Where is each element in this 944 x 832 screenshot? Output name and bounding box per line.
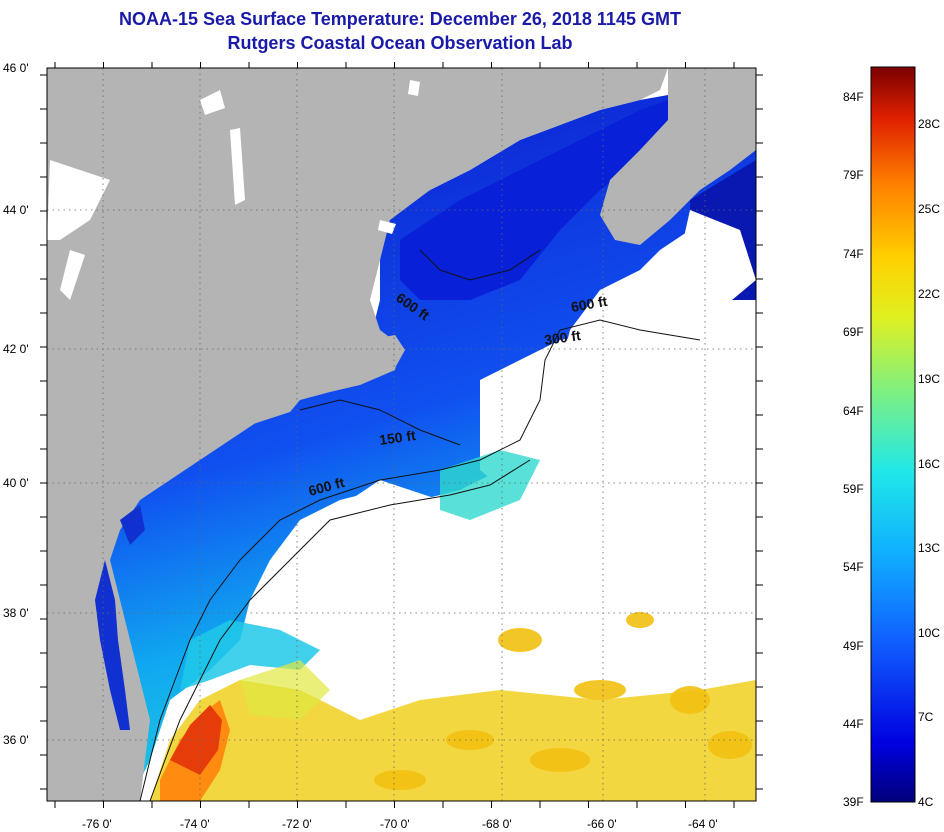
colorbar-c-label: 28C	[918, 117, 940, 131]
cloud-patch-2	[320, 480, 470, 620]
lat-label: 36 0'	[3, 733, 29, 747]
gulf-stream-green	[240, 660, 330, 720]
map-frame	[46, 67, 757, 802]
colorbar-f-label: 44F	[843, 717, 864, 731]
colorbar-f-label: 54F	[843, 560, 864, 574]
land-mainland	[47, 68, 668, 801]
map-area: 600 ft 600 ft 300 ft 150 ft 600 ft	[47, 68, 756, 801]
delaware-bay	[120, 505, 145, 545]
colorbar-c-label: 19C	[918, 372, 940, 386]
chesapeake-bay	[95, 560, 130, 730]
land-nova-scotia	[600, 68, 756, 245]
colorbar-f-label: 39F	[843, 795, 864, 809]
contour-label: 300 ft	[543, 327, 582, 348]
colorbar-c-label: 7C	[918, 710, 934, 724]
colorbar-f-label: 49F	[843, 639, 864, 653]
lon-label: -66 0'	[587, 817, 617, 831]
colorbar-c-label: 22C	[918, 287, 940, 301]
gulf-of-maine	[400, 100, 670, 300]
colorbar-f-label: 69F	[843, 325, 864, 339]
lat-label: 44 0'	[3, 203, 29, 217]
colorbar-c-label: 4C	[918, 795, 934, 809]
lon-label: -64 0'	[688, 817, 718, 831]
lon-label: -72 0'	[282, 817, 312, 831]
lon-label: -68 0'	[482, 817, 512, 831]
colorbar-f-label: 74F	[843, 247, 864, 261]
lakes	[47, 80, 420, 300]
latitude-axis: 46 0' 44 0' 42 0' 40 0' 38 0' 36 0'	[3, 61, 29, 747]
shelf-break-cyan	[180, 620, 320, 690]
cloud-patch-3	[670, 210, 756, 310]
colorbar-c-label: 25C	[918, 202, 940, 216]
contour-label: 150 ft	[378, 427, 417, 448]
colorbar-f-label: 79F	[843, 168, 864, 182]
longitude-axis: -76 0' -74 0' -72 0' -70 0' -68 0' -66 0…	[82, 817, 718, 831]
lat-label: 40 0'	[3, 476, 29, 490]
land-cape-cod	[370, 335, 405, 368]
colorbar-f-label: 59F	[843, 482, 864, 496]
colorbar-celsius-labels: 28C 25C 22C 19C 16C 13C 10C 7C 4C	[918, 117, 940, 809]
ticks	[40, 62, 763, 808]
colorbar-c-label: 10C	[918, 626, 940, 640]
lon-label: -70 0'	[380, 817, 410, 831]
colorbar-c-label: 13C	[918, 541, 940, 555]
colorbar-c-label: 16C	[918, 457, 940, 471]
colorbar-f-label: 84F	[843, 90, 864, 104]
lon-label: -74 0'	[180, 817, 210, 831]
graticule	[47, 68, 756, 801]
colorbar-f-label: 64F	[843, 404, 864, 418]
lon-label: -76 0'	[82, 817, 112, 831]
land-long-island	[195, 400, 300, 440]
colorbar-fahrenheit-labels: 84F 79F 74F 69F 64F 59F 54F 49F 44F 39F	[843, 90, 864, 809]
cloud-patch-1	[480, 330, 756, 560]
colorbar-gradient	[870, 66, 916, 803]
contour-label: 600 ft	[570, 293, 609, 315]
warm-eddies	[374, 612, 752, 790]
bathymetry-contours	[139, 249, 701, 801]
lat-label: 38 0'	[3, 606, 29, 620]
map-title: NOAA-15 Sea Surface Temperature: Decembe…	[119, 9, 681, 29]
colorbar: 84F 79F 74F 69F 64F 59F 54F 49F 44F 39F …	[843, 66, 940, 809]
lat-label: 46 0'	[3, 61, 29, 75]
map-subtitle: Rutgers Coastal Ocean Observation Lab	[227, 33, 573, 53]
lat-label: 42 0'	[3, 342, 29, 356]
